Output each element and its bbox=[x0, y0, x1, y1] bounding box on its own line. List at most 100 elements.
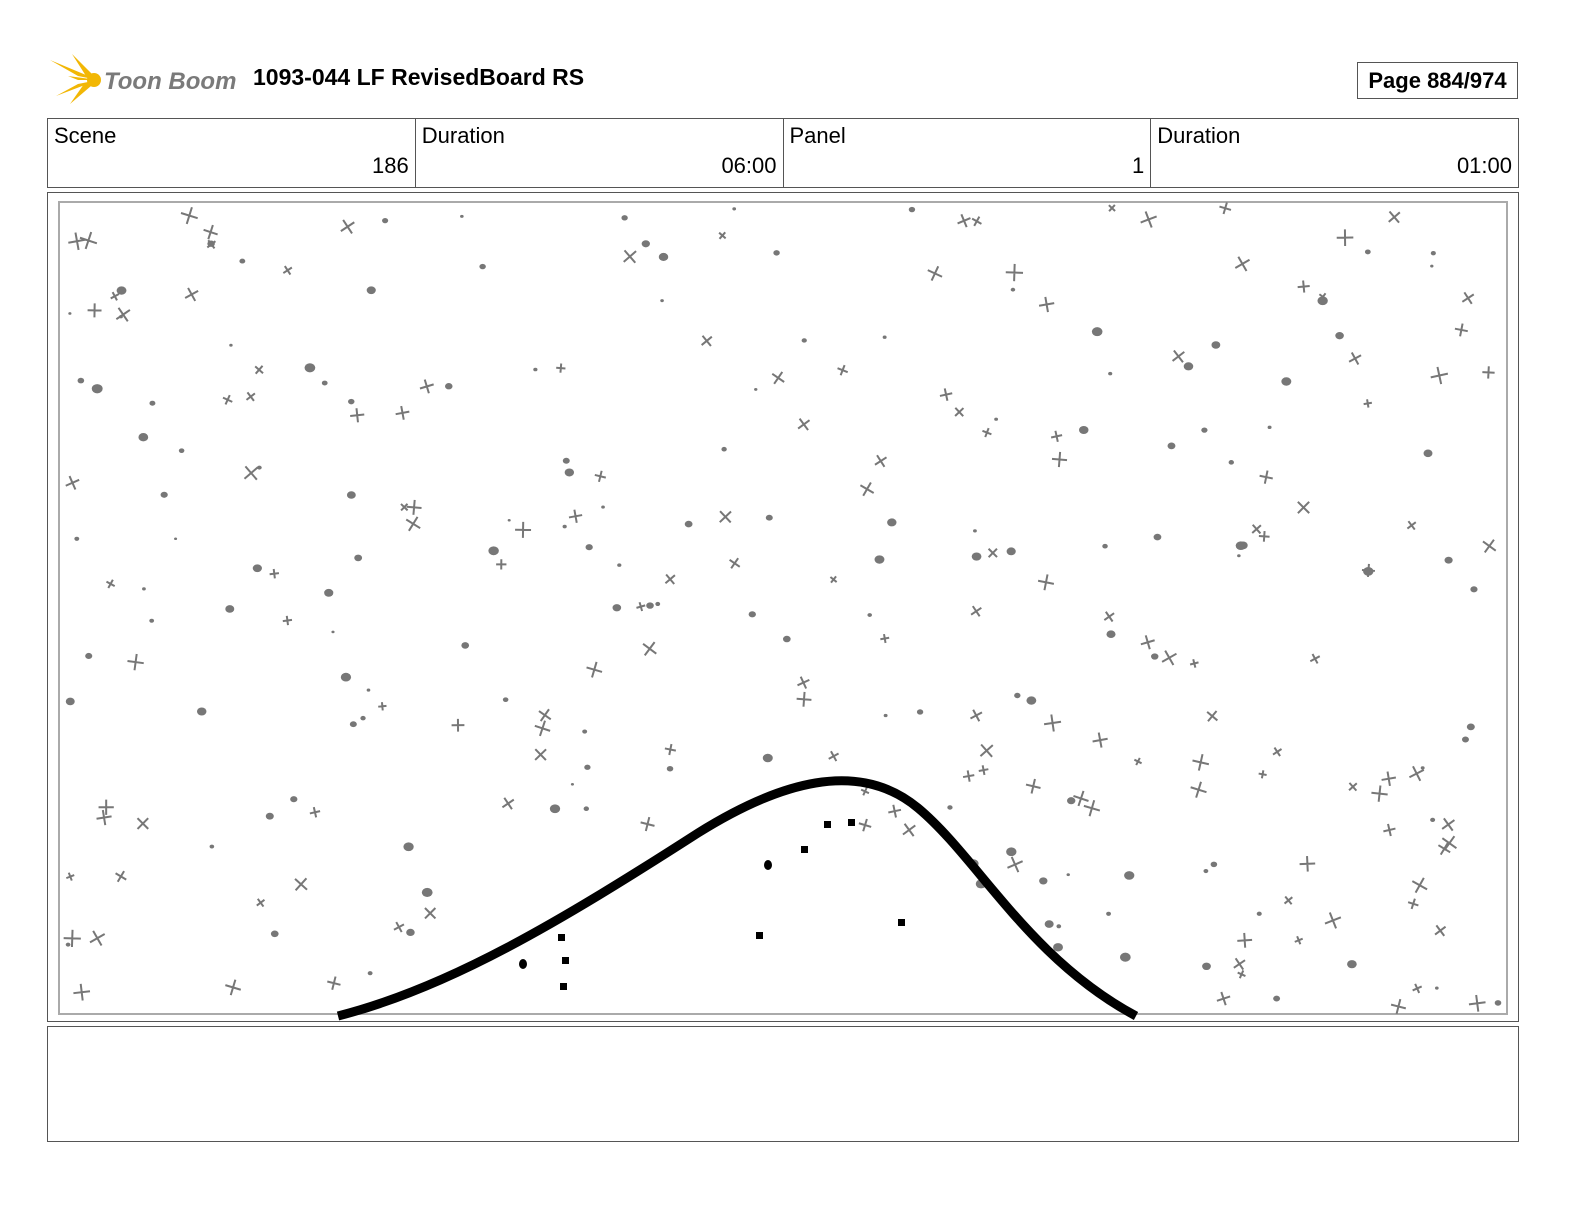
star bbox=[1317, 296, 1328, 306]
star bbox=[700, 335, 713, 347]
star bbox=[98, 799, 114, 815]
info-label: Scene bbox=[54, 123, 117, 148]
star bbox=[502, 697, 509, 703]
star bbox=[1420, 766, 1425, 770]
star bbox=[515, 521, 532, 538]
star bbox=[270, 930, 279, 938]
star bbox=[1390, 998, 1407, 1015]
star bbox=[346, 491, 356, 499]
star bbox=[1466, 723, 1475, 731]
star bbox=[556, 363, 566, 373]
info-table: Scene 186 Duration 06:00 Panel 1 Duration 01:00 bbox=[47, 118, 1519, 188]
star bbox=[939, 388, 953, 401]
star bbox=[719, 510, 732, 524]
star bbox=[461, 642, 470, 649]
star bbox=[65, 942, 71, 947]
star bbox=[1091, 327, 1103, 337]
star bbox=[1267, 425, 1272, 430]
star bbox=[594, 470, 607, 483]
star bbox=[294, 877, 308, 891]
star bbox=[748, 611, 756, 618]
star bbox=[534, 720, 551, 737]
star bbox=[1237, 969, 1246, 979]
star bbox=[636, 601, 646, 612]
panel-frame bbox=[47, 192, 1519, 1022]
star bbox=[621, 215, 628, 221]
star bbox=[796, 691, 812, 707]
info-cell: Duration 06:00 bbox=[416, 119, 784, 187]
star bbox=[256, 898, 266, 908]
star bbox=[1454, 323, 1468, 337]
star bbox=[617, 563, 622, 567]
logo-text: Toon Boom bbox=[104, 68, 236, 95]
star bbox=[1153, 533, 1162, 541]
star bbox=[127, 653, 144, 671]
star bbox=[1167, 442, 1176, 450]
star bbox=[612, 604, 622, 612]
star bbox=[203, 224, 218, 240]
star bbox=[623, 249, 637, 264]
star bbox=[1050, 430, 1063, 443]
star bbox=[309, 806, 321, 818]
star bbox=[1482, 539, 1497, 554]
star bbox=[979, 743, 994, 758]
star bbox=[1039, 877, 1048, 885]
star bbox=[89, 930, 106, 947]
star bbox=[1281, 377, 1292, 386]
star bbox=[797, 676, 810, 689]
star bbox=[395, 405, 410, 420]
star bbox=[1005, 263, 1024, 282]
star bbox=[196, 707, 207, 716]
star bbox=[1203, 868, 1209, 874]
star bbox=[142, 587, 146, 591]
star bbox=[765, 514, 773, 521]
star bbox=[180, 206, 198, 225]
star bbox=[1092, 732, 1108, 748]
star bbox=[460, 214, 464, 218]
star bbox=[348, 398, 355, 405]
star bbox=[538, 708, 552, 722]
star bbox=[1237, 554, 1241, 558]
star bbox=[79, 231, 98, 250]
star bbox=[1161, 650, 1177, 666]
star bbox=[859, 482, 875, 497]
star bbox=[908, 206, 916, 213]
star bbox=[1461, 736, 1469, 743]
star bbox=[1251, 524, 1262, 535]
star bbox=[1202, 962, 1211, 971]
star bbox=[1444, 556, 1453, 564]
star bbox=[1190, 781, 1207, 798]
star bbox=[718, 231, 727, 240]
star bbox=[1494, 1000, 1502, 1006]
star bbox=[642, 641, 657, 656]
star bbox=[1299, 855, 1316, 872]
star bbox=[1470, 586, 1478, 593]
star bbox=[568, 509, 583, 524]
star bbox=[640, 816, 655, 832]
star bbox=[646, 602, 654, 609]
star bbox=[1216, 991, 1231, 1006]
star bbox=[282, 265, 293, 276]
star bbox=[533, 367, 538, 372]
star bbox=[366, 688, 371, 692]
star bbox=[501, 797, 515, 810]
star bbox=[1461, 291, 1475, 305]
star bbox=[160, 491, 168, 498]
star bbox=[360, 715, 366, 721]
star bbox=[971, 216, 982, 227]
star bbox=[340, 672, 352, 682]
star bbox=[562, 524, 567, 529]
star bbox=[927, 265, 943, 282]
star bbox=[1237, 932, 1253, 948]
star bbox=[1430, 264, 1434, 268]
info-label: Duration bbox=[1157, 123, 1241, 148]
star bbox=[1053, 943, 1063, 952]
star bbox=[1273, 995, 1281, 1002]
star bbox=[797, 418, 811, 431]
star bbox=[583, 806, 590, 811]
star bbox=[68, 312, 72, 315]
star bbox=[971, 552, 982, 561]
info-value: 186 bbox=[372, 153, 409, 178]
star bbox=[87, 303, 102, 318]
star bbox=[1441, 835, 1458, 851]
